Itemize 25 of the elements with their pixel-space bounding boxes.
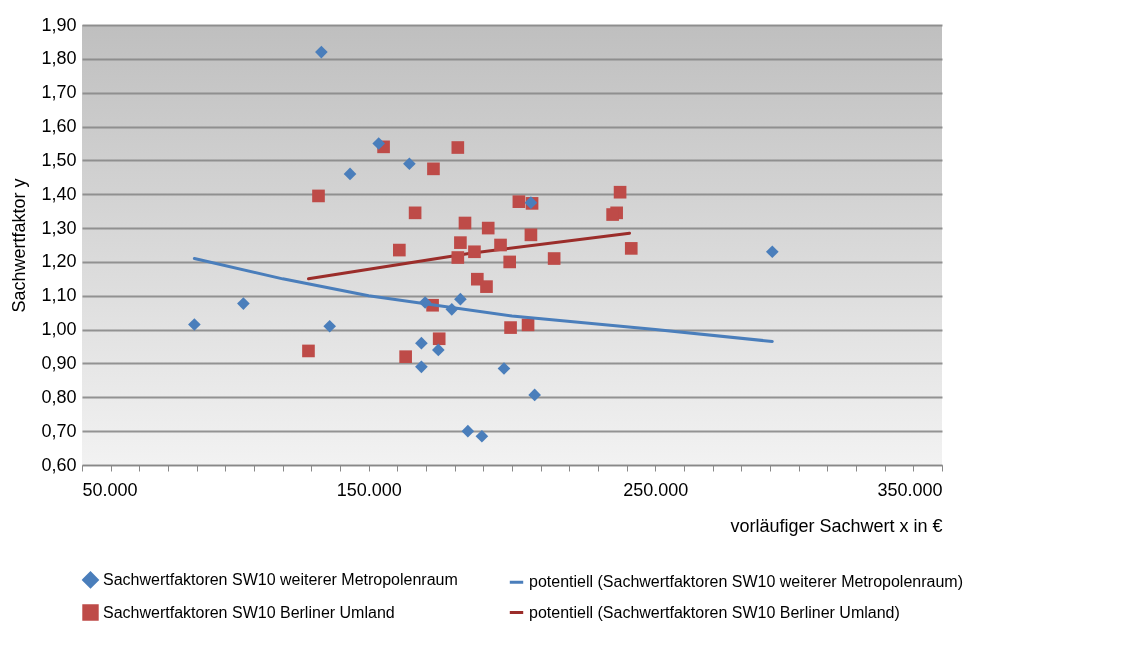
line-series — [192, 257, 774, 343]
y-axis-title: Sachwertfaktor y — [9, 178, 30, 313]
x-tick-label: 350.000 — [877, 479, 943, 500]
y-tick-label: 1,70 — [41, 82, 77, 103]
x-tick-label: 150.000 — [336, 479, 402, 500]
y-tick-label: 1,40 — [41, 183, 77, 204]
y-tick-label: 0,60 — [41, 454, 77, 475]
y-tick-label: 1,00 — [41, 319, 77, 340]
x-tick-label: 250.000 — [623, 479, 689, 500]
y-tick-label: 1,10 — [41, 285, 77, 306]
legend-label: potentiell (Sachwertfaktoren SW10 weiterer Metropolenraum) — [529, 573, 963, 591]
y-tick-label: 1,30 — [41, 217, 77, 238]
y-tick-label: 1,80 — [41, 48, 77, 69]
y-tick-label: 0,90 — [41, 352, 77, 373]
y-tick-label: 1,60 — [41, 116, 77, 137]
y-tick-label: 1,50 — [41, 149, 77, 170]
x-axis-title: vorläufiger Sachwert x in € — [730, 515, 943, 536]
x-tick-label: 50.000 — [82, 479, 138, 500]
legend-label: Sachwertfaktoren SW10 Berliner Umland — [103, 603, 395, 621]
y-tick-label: 0,70 — [41, 420, 77, 441]
legend-label: potentiell (Sachwertfaktoren SW10 Berliner Umland) — [529, 603, 900, 621]
y-tick-label: 0,80 — [41, 386, 77, 407]
y-tick-label: 1,90 — [41, 14, 77, 35]
y-tick-label: 1,20 — [41, 251, 77, 272]
legend-label: Sachwertfaktoren SW10 weiterer Metropolenraum — [103, 570, 458, 588]
